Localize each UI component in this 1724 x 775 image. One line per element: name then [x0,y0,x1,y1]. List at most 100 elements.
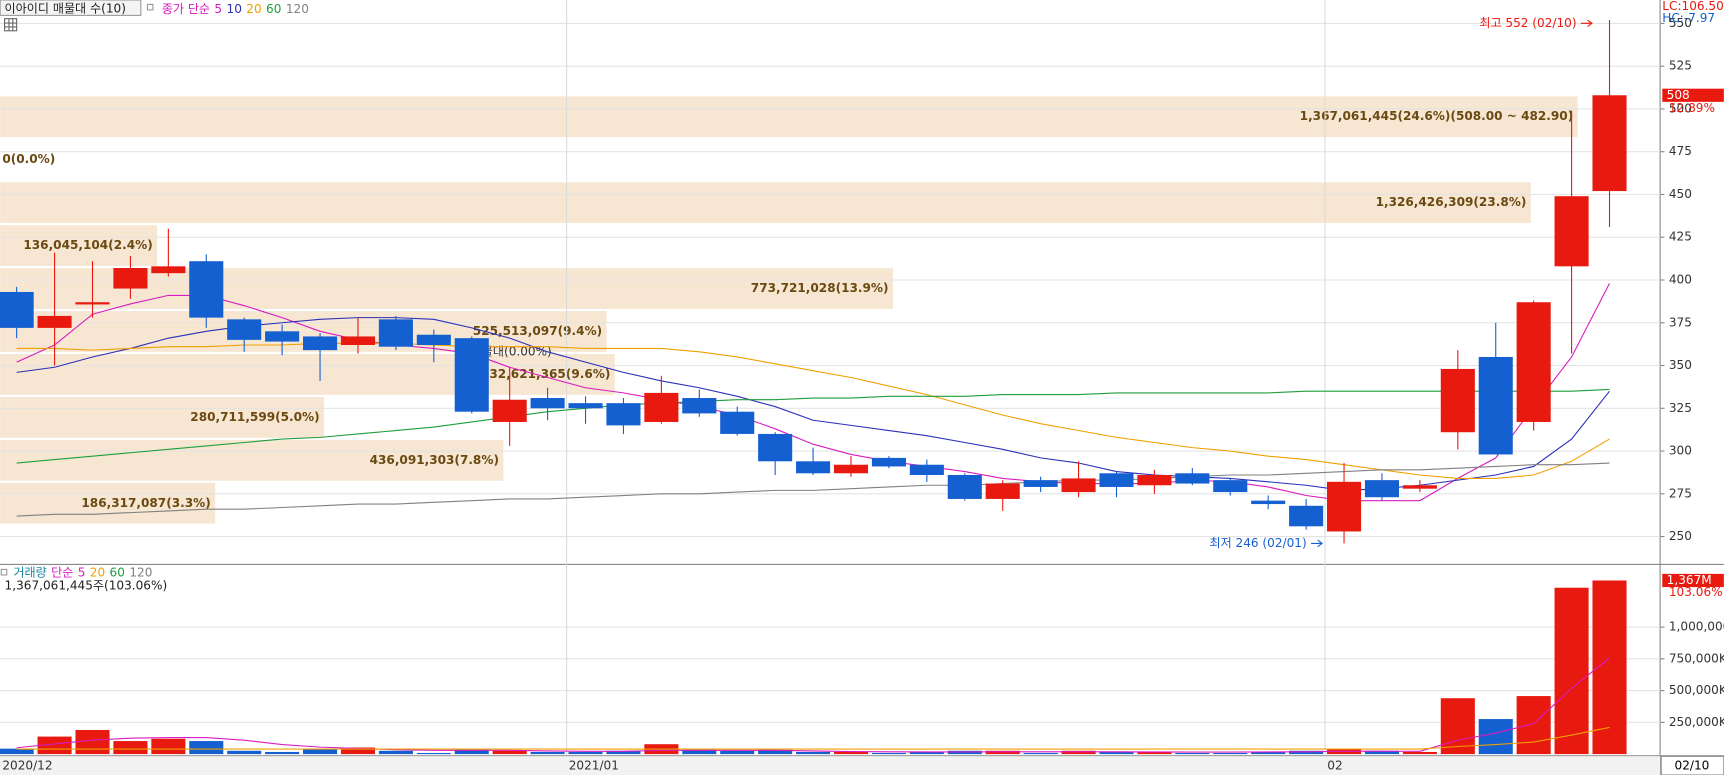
candle-body [416,334,451,345]
candle-body [796,461,831,474]
profile-bar [0,354,615,395]
volume-bar [340,747,376,755]
volume-bar [0,748,34,755]
legend-entry: 60 [110,565,125,579]
profile-bar [0,96,1578,138]
profile-bar [0,225,158,266]
candle-body [1137,474,1172,486]
volume-bar [37,736,72,755]
volume-bar [985,750,1020,755]
ma-line [16,388,1610,464]
y-tick-label: 475 [1669,144,1692,158]
volume-bar [909,751,944,755]
profile-note: 매물대(0.00%) [471,344,552,358]
y-tick-label: 1,000,000 [1669,620,1724,634]
candle-body [189,261,224,318]
legend-entry: 20 [90,565,105,579]
candle-body [1061,478,1096,493]
x-tick-label: 02 [1327,759,1342,773]
y-tick-label: 525 [1669,59,1692,73]
hc-label: HC:-7.97 [1662,11,1715,25]
candle-body [75,302,110,305]
volume-bar [1137,751,1172,755]
volume-bar [530,751,565,755]
legend-entry: 10 [227,1,242,15]
candle-body [378,319,413,347]
candle-body [985,483,1020,499]
profile-label: 0(0.0%) [2,152,55,166]
profile-label: 280,711,599(5.0%) [190,410,319,424]
indicator-box[interactable] [0,0,142,16]
volume-summary: 1,367,061,445주(103.06%) [5,578,168,592]
candle-body [1402,485,1437,489]
low-arrow [1311,539,1323,548]
volume-bar [796,751,831,755]
indicator-title[interactable]: 이아이디 매물대 수(10) [5,1,126,15]
volume-bar [265,751,300,755]
x-tick-label: 2021/01 [569,759,619,773]
candle-body [530,398,565,409]
candle-body [113,268,148,289]
candle-body [833,464,869,474]
volume-bar [227,750,262,755]
legend-marker [0,568,8,576]
candle-body [1440,368,1475,433]
candle-body [1289,505,1324,527]
candle-body [909,464,944,475]
legend-marker [146,3,154,11]
legend-entry: 120 [129,565,152,579]
candle-body [454,338,489,412]
volume-bar [1061,750,1096,755]
volume-legend: 거래량 단순 5 20 60 120 [13,565,152,579]
change-label: 12.89% [1669,101,1715,115]
profile-bar [0,482,216,524]
volume-bar [1213,752,1248,755]
candle-body [720,411,755,434]
volume-badge-box [1662,573,1724,588]
volume-bar [1251,751,1286,755]
y-tick-label: 275 [1669,486,1692,500]
profile-label: 136,045,104(2.4%) [23,238,152,252]
candle-body [1516,302,1551,422]
legend-entry: 20 [246,1,261,15]
high-arrow [1580,19,1593,28]
candle-body [644,392,679,422]
volume-bar [720,750,755,755]
candle-body [1554,196,1589,267]
y-tick-label: 300 [1669,444,1692,458]
y-tick-label: 450 [1669,187,1692,201]
volume-bar [1554,587,1589,755]
y-tick-label: 425 [1669,230,1692,244]
y-tick-label: 500 [1669,101,1692,115]
volume-bar [1364,750,1400,755]
candle-body [492,399,527,422]
candle-body [1213,480,1248,493]
profile-label: 1,367,061,445(24.6%)(508.00 ~ 482.90) [1300,109,1574,123]
profile-label: 436,091,303(7.8%) [370,453,499,467]
volume-bar [568,751,603,755]
volume-bar [1402,751,1437,755]
candle-body [568,403,603,409]
candle-body [606,403,641,426]
legend-entry: 60 [266,1,281,15]
low-note: 최저 246 (02/01) [1209,536,1306,550]
candle-body [1327,481,1362,532]
profile-bar [0,182,1531,224]
volume-bar [1289,750,1324,755]
table-icon[interactable] [4,18,18,32]
volume-ma-line [16,726,1610,750]
y-tick-label: 550 [1669,16,1692,30]
candle-body [682,398,717,414]
volume-badge: 1,367M [1667,573,1712,587]
volume-bar [871,752,906,755]
candle-body [1592,95,1627,192]
profile-label: 186,317,087(3.3%) [81,496,210,510]
y-tick-label: 350 [1669,358,1692,372]
legend-entry: 5 [78,565,86,579]
price-badge: 508 [1667,88,1690,102]
candle-body [340,336,376,345]
volume-bar [1440,698,1475,755]
y-tick-label: 325 [1669,401,1692,415]
profile-label: 532,621,365(9.6%) [481,367,610,381]
